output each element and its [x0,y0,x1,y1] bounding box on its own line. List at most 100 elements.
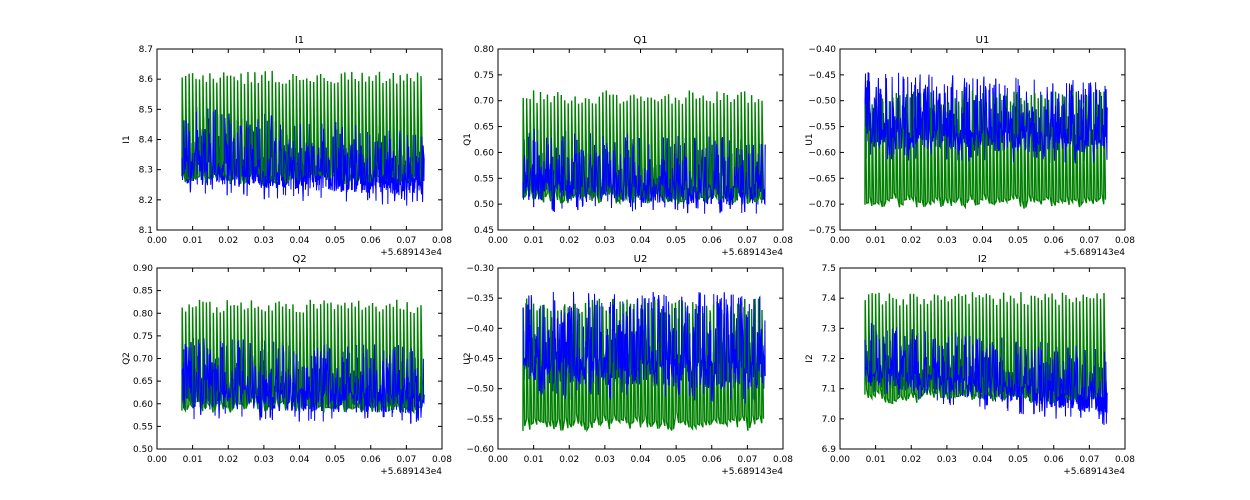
x-tick-label: 0.06 [361,236,381,246]
x-tick-label: 0.04 [630,455,650,465]
x-tick-label: 0.04 [630,236,650,246]
x-tick-label: 0.05 [1008,455,1028,465]
y-tick-label: 7.1 [822,385,836,395]
x-tick-label: 0.05 [666,236,686,246]
y-axis-label: Q1 [463,133,473,146]
chart-title: I2 [978,254,987,265]
x-tick-label: 0.01 [524,455,544,465]
x-offset-label: +5.689143e4 [380,248,442,258]
data-layer [864,72,1108,210]
y-tick-label: 0.65 [474,123,494,133]
y-tick-label: −0.40 [808,45,836,55]
y-axis-label: U2 [463,352,473,364]
y-tick-label: 0.70 [133,355,153,365]
y-tick-label: −0.35 [466,294,494,304]
x-tick-label: 0.01 [866,236,886,246]
x-tick-label: 0.03 [254,455,274,465]
y-tick-label: −0.50 [466,385,494,395]
x-tick-label: 0.06 [361,455,381,465]
x-tick-label: 0.08 [1115,455,1135,465]
y-tick-label: 8.6 [139,75,154,85]
x-tick-label: 0.08 [432,236,452,246]
x-tick-label: 0.08 [773,455,793,465]
x-tick-label: 0.02 [901,236,921,246]
y-tick-label: −0.55 [466,415,494,425]
y-tick-label: 8.3 [139,166,153,176]
y-tick-label: 8.7 [139,45,153,55]
x-tick-label: 0.03 [595,455,615,465]
x-tick-label: 0.03 [937,455,957,465]
x-tick-label: 0.07 [396,236,416,246]
y-tick-label: 7.2 [822,355,836,365]
y-tick-label: 0.80 [133,309,153,319]
series-blue-overlay [522,128,766,214]
x-tick-label: 0.07 [1079,236,1099,246]
data-layer [181,299,425,424]
x-tick-label: 0.02 [218,236,238,246]
chart-title: U1 [976,35,990,46]
subplot-i2: 0.00 0.01 0.02 0.03 0.04 0.05 0.06 0.07 0.08 6.9 7… [805,254,1135,477]
y-tick-label: −0.45 [808,71,836,81]
x-tick-label: 0.06 [1044,455,1064,465]
y-tick-label: −0.30 [466,264,494,274]
chart-title: Q2 [292,254,306,265]
x-tick-label: 0.01 [183,236,203,246]
x-offset-label: +5.689143e4 [721,248,783,258]
y-tick-label: 0.90 [133,264,153,274]
y-tick-label: −0.40 [466,324,494,334]
x-tick-label: 0.02 [901,455,921,465]
x-tick-label: 0.03 [254,236,274,246]
x-offset-label: +5.689143e4 [380,467,442,477]
y-tick-label: 8.1 [139,226,153,236]
y-tick-label: 8.5 [139,105,153,115]
x-tick-label: 0.04 [289,236,309,246]
y-axis-label: I2 [805,354,815,362]
x-tick-label: 0.01 [866,455,886,465]
x-tick-label: 0.05 [1008,236,1028,246]
series-blue-overlay [864,72,1108,164]
x-tick-label: 0.04 [972,455,992,465]
series-green-line [522,298,765,433]
x-tick-label: 0.07 [396,455,416,465]
x-tick-label: 0.05 [325,455,345,465]
x-tick-label: 0.08 [432,455,452,465]
chart-title: Q1 [633,35,647,46]
x-tick-label: 0.04 [972,236,992,246]
subplot-u1: 0.00 0.01 0.02 0.03 0.04 0.05 0.06 0.07 0.08 −0.7… [805,35,1135,258]
y-tick-label: 0.85 [133,287,153,297]
subplot-q2: 0.00 0.01 0.02 0.03 0.04 0.05 0.06 0.07 0.08 0.50… [122,254,452,477]
series-blue-overlay [864,323,1108,425]
x-tick-label: 0.01 [183,455,203,465]
data-layer [522,90,766,214]
y-tick-label: 8.4 [139,136,154,146]
x-tick-label: 0.06 [702,236,722,246]
series-blue-overlay [181,109,425,203]
y-tick-label: 0.45 [474,226,494,236]
y-tick-label: −0.45 [466,355,494,365]
y-tick-label: 0.75 [474,71,494,81]
y-tick-label: 6.9 [822,445,837,455]
y-tick-label: −0.75 [808,226,836,236]
x-tick-label: 0.00 [488,236,508,246]
x-tick-label: 0.00 [830,455,850,465]
x-tick-label: 0.08 [1115,236,1135,246]
chart-title: I1 [295,35,304,46]
x-tick-label: 0.00 [147,236,167,246]
y-tick-label: 0.65 [133,377,153,387]
x-tick-label: 0.03 [595,236,615,246]
y-axis-label: U1 [805,133,815,145]
y-tick-label: −0.60 [466,445,494,455]
data-layer [181,70,425,206]
x-tick-label: 0.05 [325,236,345,246]
x-tick-label: 0.02 [559,236,579,246]
y-tick-label: 7.0 [822,415,837,425]
y-tick-label: 0.80 [474,45,494,55]
y-tick-label: 7.5 [822,264,836,274]
y-tick-label: 0.50 [133,445,153,455]
y-tick-label: −0.60 [808,148,836,158]
x-tick-label: 0.07 [737,455,757,465]
subplot-i1: 0.00 0.01 0.02 0.03 0.04 0.05 0.06 0.07 0.08 8.1 8… [122,35,452,258]
x-tick-label: 0.00 [147,455,167,465]
x-tick-label: 0.00 [830,236,850,246]
